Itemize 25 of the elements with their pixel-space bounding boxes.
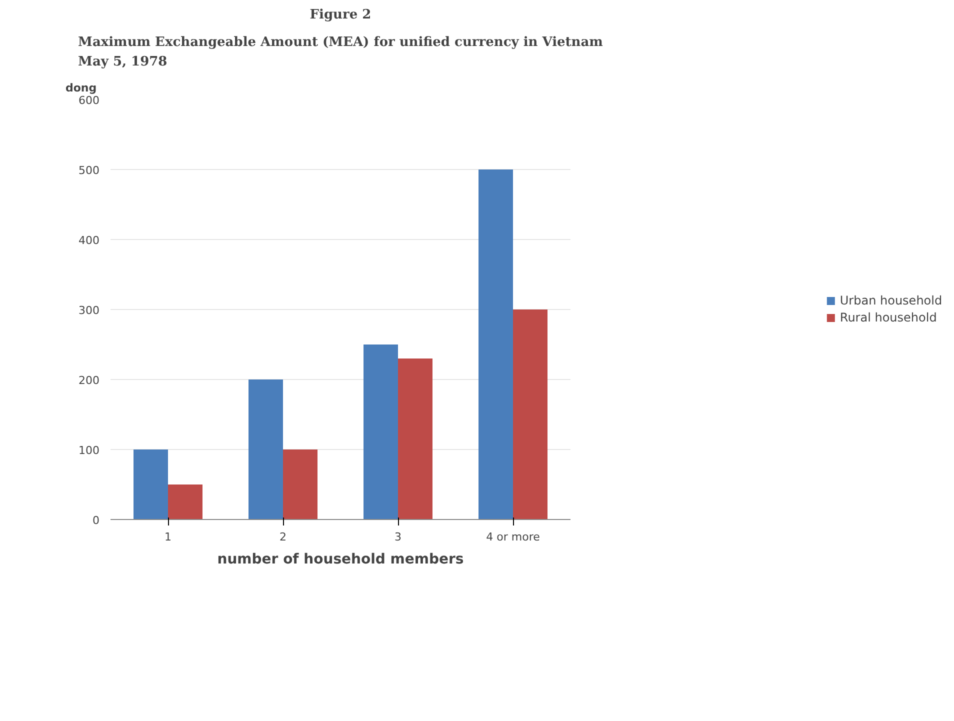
x-tick-label: 4 or more (486, 530, 540, 544)
bar (168, 484, 202, 520)
y-tick-label: 0 (92, 514, 100, 527)
y-tick-label: 400 (78, 234, 100, 247)
x-tick-label: 1 (164, 530, 172, 544)
legend-label: Rural household (840, 310, 937, 324)
bar (513, 310, 548, 520)
y-tick-label: 300 (78, 304, 100, 317)
y-tick-label: 200 (78, 374, 100, 387)
bar (283, 450, 318, 520)
chart-subtitle: Maximum Exchangeable Amount (MEA) for unified currency in Vietnam May 5, 1978 (78, 35, 604, 70)
bar (134, 450, 168, 520)
bar (478, 170, 513, 520)
x-tick-label: 2 (280, 530, 286, 544)
y-tick-label: 100 (78, 444, 100, 457)
chart-title: Figure 2 (310, 8, 372, 22)
x-axis-title: number of household members (217, 552, 464, 568)
x-tick-label: 3 (394, 530, 402, 544)
y-axis-title: dong (66, 82, 97, 94)
y-tick-label: 500 (78, 164, 100, 177)
legend-label: Urban household (840, 294, 942, 308)
bar (248, 380, 283, 520)
bar (398, 358, 432, 520)
bar (364, 344, 398, 520)
y-tick-label: 600 (78, 94, 100, 107)
